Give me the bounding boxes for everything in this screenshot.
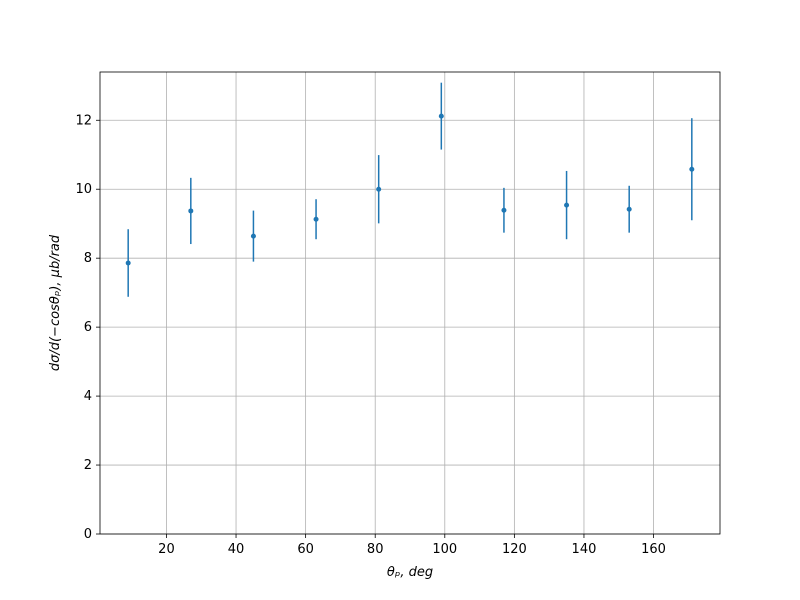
- x-tick-label: 40: [228, 542, 245, 557]
- data-point: [188, 208, 194, 214]
- data-point: [626, 206, 632, 212]
- x-tick-label: 120: [502, 542, 527, 557]
- data-point: [376, 186, 382, 192]
- data-point: [313, 216, 319, 222]
- y-tick-label: 4: [84, 389, 92, 404]
- x-tick-label: 160: [641, 542, 666, 557]
- x-tick-label: 100: [432, 542, 457, 557]
- x-tick-label: 80: [367, 542, 384, 557]
- x-axis-label: θₚ, deg: [387, 565, 433, 580]
- y-tick-label: 8: [84, 251, 92, 266]
- data-point: [125, 260, 131, 266]
- data-point: [501, 207, 507, 213]
- data-point: [250, 233, 256, 239]
- x-tick-label: 140: [572, 542, 597, 557]
- y-tick-label: 10: [75, 182, 92, 197]
- x-tick-label: 60: [297, 542, 314, 557]
- y-tick-label: 2: [84, 458, 92, 473]
- plot-frame: [99, 71, 721, 535]
- y-tick-label: 6: [84, 320, 92, 335]
- y-tick-label: 12: [75, 113, 92, 128]
- x-tick-label: 20: [158, 542, 175, 557]
- data-point: [564, 202, 570, 208]
- y-axis-label: dσ/d(−cosθₚ), μb/rad: [48, 234, 63, 371]
- data-point: [689, 166, 695, 172]
- data-point: [438, 113, 444, 119]
- y-tick-label: 0: [84, 527, 92, 542]
